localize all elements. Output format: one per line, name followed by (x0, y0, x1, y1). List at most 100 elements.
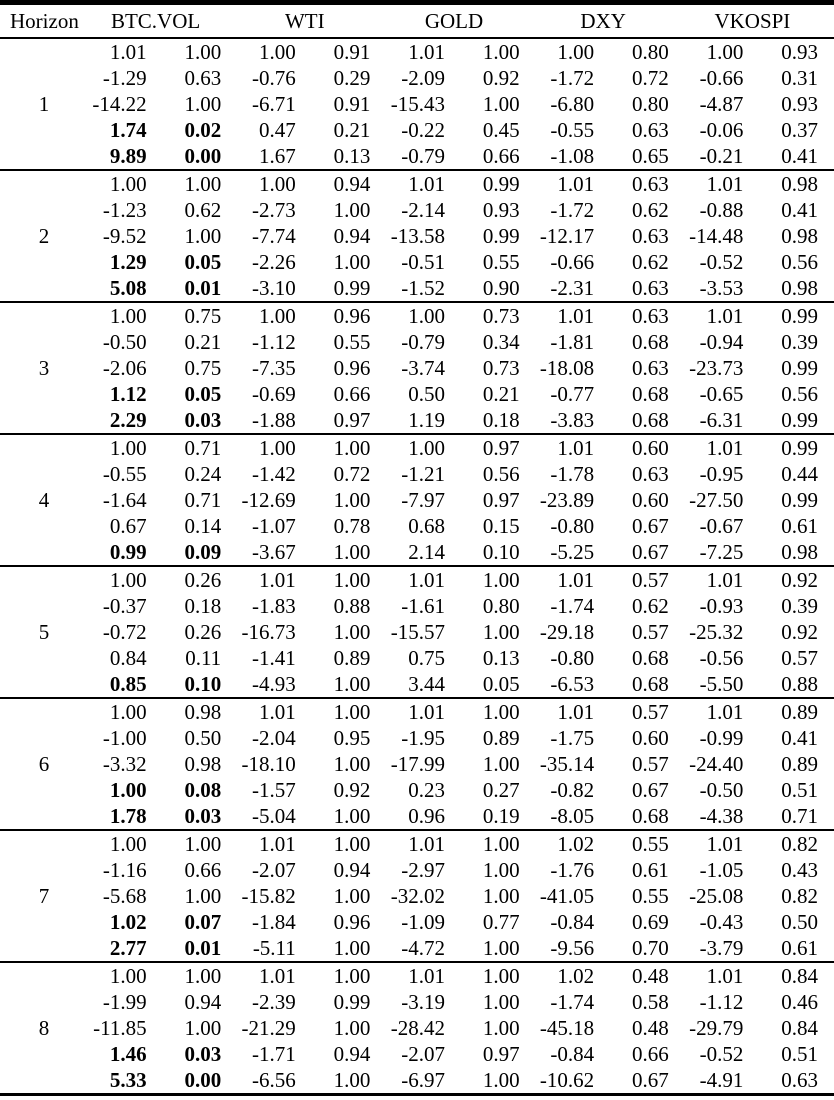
table-row: 0.85 0.10 -4.93 1.00 3.44 0.05 -6.53 0.68 -5.50 0… (0, 671, 834, 698)
table-cell: 1.01 (88, 37, 163, 65)
table-cell: 0.75 (184, 356, 222, 380)
table-cell: -0.37 (102, 594, 147, 618)
table-cell: -0.79 (401, 144, 445, 168)
table-row: 2.29 0.03 -1.88 0.97 1.19 0.18 -3.83 0.68 -6.31 0… (0, 407, 834, 434)
table-cell: 0.72 (632, 66, 669, 90)
table-cell: -3.67 (252, 540, 296, 564)
table-cell: 1.00 (482, 884, 520, 908)
table-cell: 1.00 (460, 697, 536, 725)
table-cell: -0.88 (699, 198, 744, 222)
table-cell: 0.56 (781, 382, 818, 406)
table-cell: 0.99 (109, 540, 147, 564)
table-cell: 0.71 (781, 804, 818, 828)
table-cell: 1.01 (684, 697, 760, 725)
table-cell: 1.01 (684, 829, 760, 857)
table-cell: 0.56 (781, 250, 818, 274)
table-cell: 0.95 (333, 726, 371, 750)
table-cell: 0.90 (482, 276, 520, 300)
table-cell: -4.72 (401, 936, 445, 960)
table-cell: 2.77 (109, 936, 147, 960)
table-cell: 1.00 (184, 1016, 222, 1040)
table-row: 1.46 0.03 -1.71 0.94 -2.07 0.97 -0.84 0.66 -0.52… (0, 1041, 834, 1067)
table-cell: 0.66 (333, 382, 371, 406)
table-cell: 0.46 (781, 990, 818, 1014)
table-cell: 0.75 (162, 301, 238, 329)
table-cell: -1.72 (550, 66, 595, 90)
table-cell: 0.13 (482, 646, 520, 670)
table-row: 3 1.00 0.75 1.00 0.96 1.00 0.73 1.01 0.63 1.01 0.9… (0, 301, 834, 434)
table-cell: 0.94 (311, 169, 387, 197)
table-cell: -1.72 (550, 198, 595, 222)
table-cell: 0.80 (610, 37, 685, 65)
table-cell: -6.80 (550, 92, 595, 116)
table-cell: 0.63 (632, 462, 669, 486)
table-cell: 0.50 (781, 910, 818, 934)
table-cell: -2.04 (252, 726, 296, 750)
table-cell: -2.39 (252, 990, 296, 1014)
table-cell: 1.00 (311, 697, 387, 725)
table-cell: -6.71 (252, 92, 296, 116)
table-cell: -5.11 (252, 936, 296, 960)
table-cell: 0.51 (781, 778, 818, 802)
table-cell: 0.63 (184, 66, 222, 90)
table-row: -11.85 1.00 -21.29 1.00 -28.42 1.00 -45.18 0.48… (0, 1015, 834, 1041)
table-cell: -29.79 (689, 1016, 744, 1040)
horizon-label: 3 (0, 301, 88, 434)
table-cell: 0.66 (482, 144, 520, 168)
table-cell: 0.89 (333, 646, 371, 670)
table-cell: -21.29 (241, 1016, 296, 1040)
table-cell: -1.83 (252, 594, 296, 618)
table-cell: 0.98 (759, 169, 834, 197)
table-row: -0.72 0.26 -16.73 1.00 -15.57 1.00 -29.18 0.57-… (0, 619, 834, 645)
column-header-wti: WTI (237, 2, 387, 39)
table-cell: 0.66 (184, 858, 222, 882)
table-cell: 1.01 (386, 829, 461, 857)
table-cell: 1.00 (482, 1068, 520, 1092)
table-cell: 1.00 (482, 620, 520, 644)
table-cell: -3.10 (252, 276, 296, 300)
table-cell: 0.08 (184, 778, 222, 802)
table-cell: -3.32 (102, 752, 147, 776)
table-cell: 1.00 (460, 961, 536, 989)
table-cell: 0.67 (632, 514, 669, 538)
table-cell: -1.74 (550, 990, 595, 1014)
table-cell: 1.02 (535, 961, 611, 989)
column-header-dxy: DXY (535, 2, 685, 39)
table-cell: 1.00 (333, 1016, 371, 1040)
table-cell: -5.68 (102, 884, 147, 908)
table-cell: 1.00 (333, 752, 371, 776)
table-cell: -0.06 (699, 118, 744, 142)
table-cell: 1.00 (460, 37, 536, 65)
table-cell: -0.72 (102, 620, 147, 644)
table-cell: -1.81 (550, 330, 595, 354)
table-cell: 0.61 (632, 858, 669, 882)
table-cell: 0.07 (184, 910, 222, 934)
table-cell: 1.00 (88, 301, 163, 329)
table-cell: 1.01 (386, 169, 461, 197)
table-row: 1.02 0.07 -1.84 0.96 -1.09 0.77 -0.84 0.69 -0.43… (0, 909, 834, 935)
results-table-body: 1 1.01 1.00 1.00 0.91 1.01 1.00 1.00 0.80 1.00 0.9… (0, 37, 834, 1095)
table-row: 1.74 0.02 0.47 0.21 -0.22 0.45 -0.55 0.63 -0.06 0… (0, 117, 834, 143)
table-cell: 0.29 (333, 66, 371, 90)
table-cell: -4.91 (699, 1068, 744, 1092)
table-cell: -0.95 (699, 462, 744, 486)
table-cell: 0.09 (184, 540, 222, 564)
table-cell: 0.48 (632, 1016, 669, 1040)
table-cell: -25.08 (689, 884, 744, 908)
table-cell: 0.57 (781, 646, 818, 670)
table-cell: 0.26 (162, 565, 238, 593)
table-cell: 0.57 (632, 620, 669, 644)
table-cell: 0.98 (781, 540, 818, 564)
table-row: 2.77 0.01 -5.11 1.00 -4.72 1.00 -9.56 0.70 -3.79… (0, 935, 834, 962)
horizon-label: 2 (0, 169, 88, 302)
table-row: -5.68 1.00 -15.82 1.00 -32.02 1.00 -41.05 0.55-… (0, 883, 834, 909)
table-cell: -0.56 (699, 646, 744, 670)
table-cell: 0.66 (632, 1042, 669, 1066)
table-cell: 0.73 (482, 356, 520, 380)
table-cell: 0.63 (632, 356, 669, 380)
table-cell: 0.82 (781, 884, 818, 908)
table-cell: 1.46 (109, 1042, 147, 1066)
table-cell: 0.99 (781, 408, 818, 432)
table-cell: 2.14 (408, 540, 445, 564)
table-cell: 1.00 (109, 778, 147, 802)
